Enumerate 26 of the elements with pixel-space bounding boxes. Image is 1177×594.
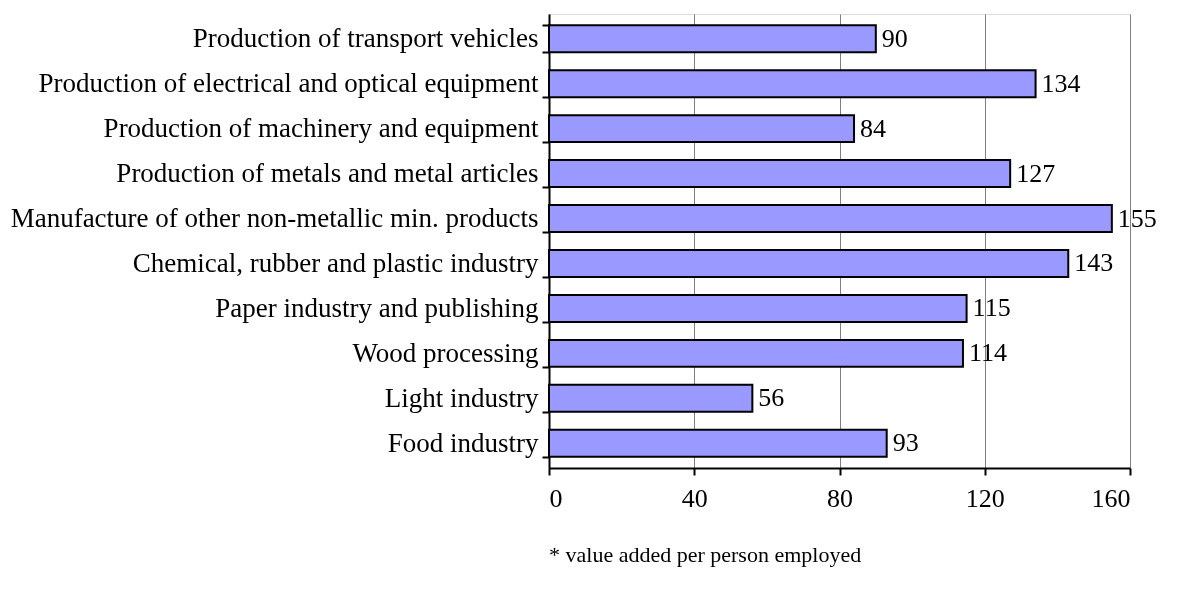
text: * value added per person employed xyxy=(549,542,862,567)
y-tick-label: Light industry xyxy=(384,382,539,413)
x-tick-label: 40 xyxy=(681,483,708,513)
y-tick-label: Production of electrical and optical equipment xyxy=(38,68,539,99)
y-tick-label: Chemical, rubber and plastic industry xyxy=(132,247,539,278)
data-label: 155 xyxy=(1117,203,1157,233)
data-label: 115 xyxy=(972,293,1011,323)
data-label: 90 xyxy=(881,23,908,53)
data-label: 114 xyxy=(968,338,1008,368)
y-tick-label: Production of machinery and equipment xyxy=(103,113,539,144)
x-tick-label: 120 xyxy=(965,483,1005,513)
y-tick-label: Wood processing xyxy=(352,337,539,368)
data-label: 134 xyxy=(1041,68,1081,98)
data-label: 143 xyxy=(1074,248,1114,278)
data-label: 127 xyxy=(1016,158,1056,188)
y-tick-label: Paper industry and publishing xyxy=(215,292,539,323)
y-tick-label: Food industry xyxy=(387,427,539,458)
data-label: 56 xyxy=(758,383,785,413)
data-label: 93 xyxy=(892,428,919,458)
y-tick-label: Production of transport vehicles xyxy=(192,23,539,54)
y-tick-label: Manufacture of other non-metallic min. products xyxy=(10,203,539,234)
y-tick-label: Production of metals and metal articles xyxy=(116,158,539,189)
x-tick-label: 0 xyxy=(549,483,563,513)
data-label: 84 xyxy=(860,113,887,143)
x-tick-label: 160 xyxy=(1091,483,1131,513)
x-tick-label: 80 xyxy=(827,483,853,513)
